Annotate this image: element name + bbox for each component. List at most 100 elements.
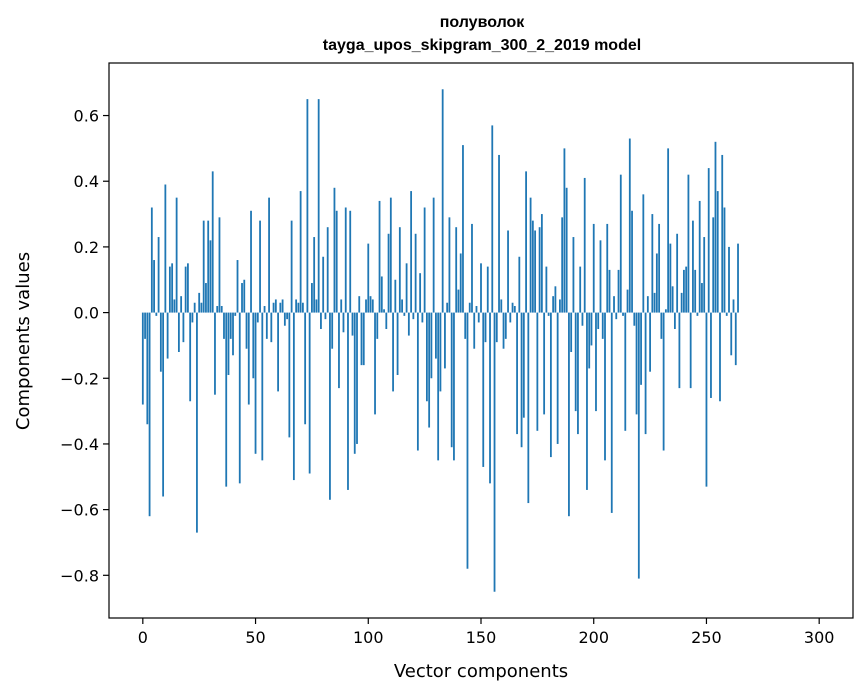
bar-component-224 bbox=[646, 296, 649, 313]
bar-component-72 bbox=[304, 312, 307, 425]
bar-component-250 bbox=[705, 312, 708, 487]
bar-component-168 bbox=[520, 312, 523, 448]
bar-component-148 bbox=[475, 306, 478, 313]
bar-component-264 bbox=[737, 243, 739, 313]
bar-component-57 bbox=[270, 312, 273, 343]
bar-component-97 bbox=[360, 312, 363, 366]
bar-component-169 bbox=[522, 312, 525, 418]
bar-component-44 bbox=[241, 283, 243, 313]
bar-component-246 bbox=[696, 312, 699, 316]
bar-component-243 bbox=[689, 312, 692, 389]
bar-component-69 bbox=[297, 302, 300, 313]
bar-component-147 bbox=[473, 312, 476, 349]
bar-component-219 bbox=[635, 312, 638, 415]
bar-component-78 bbox=[317, 99, 320, 313]
bar-component-62 bbox=[281, 299, 284, 313]
bar-component-208 bbox=[610, 312, 613, 513]
bar-component-70 bbox=[299, 191, 302, 313]
bar-component-91 bbox=[347, 312, 349, 490]
bar-component-3 bbox=[148, 312, 151, 517]
bar-component-173 bbox=[531, 220, 534, 313]
bar-component-7 bbox=[157, 237, 160, 313]
bar-component-174 bbox=[534, 230, 537, 313]
bar-component-43 bbox=[238, 312, 241, 484]
bar-component-132 bbox=[439, 312, 442, 392]
bar-component-233 bbox=[667, 148, 670, 313]
bar-component-129 bbox=[432, 197, 435, 313]
bar-component-176 bbox=[538, 227, 541, 313]
bar-component-119 bbox=[410, 191, 413, 313]
bar-component-64 bbox=[286, 312, 289, 320]
bar-component-113 bbox=[396, 312, 399, 375]
bar-component-8 bbox=[159, 312, 162, 372]
bar-component-80 bbox=[322, 256, 325, 313]
bar-component-185 bbox=[559, 299, 561, 313]
bar-component-158 bbox=[498, 154, 500, 313]
bar-component-90 bbox=[344, 207, 347, 313]
bar-component-42 bbox=[236, 260, 239, 313]
bar-component-195 bbox=[581, 312, 584, 326]
bar-component-33 bbox=[216, 306, 219, 313]
bar-component-225 bbox=[649, 312, 651, 372]
bar-component-218 bbox=[633, 312, 636, 326]
bar-component-87 bbox=[338, 312, 340, 389]
bar-component-217 bbox=[631, 210, 633, 313]
bar-component-75 bbox=[311, 283, 313, 313]
bar-component-248 bbox=[701, 283, 703, 313]
bar-component-150 bbox=[480, 263, 482, 313]
bar-component-154 bbox=[489, 312, 491, 484]
bar-component-31 bbox=[211, 171, 214, 313]
bar-component-161 bbox=[504, 312, 507, 339]
bar-component-201 bbox=[595, 312, 597, 412]
x-tick-label: 300 bbox=[804, 628, 835, 647]
bar-component-102 bbox=[371, 299, 374, 313]
chart-title-line-1: полуволок bbox=[440, 14, 526, 31]
bar-component-109 bbox=[387, 233, 390, 313]
bar-component-256 bbox=[719, 312, 721, 402]
bar-component-235 bbox=[671, 286, 674, 313]
bar-component-137 bbox=[450, 312, 453, 448]
y-axis-ticks: −0.8 −0.6 −0.4 −0.2 0.0 0.2 0.4 0.6 bbox=[60, 107, 109, 585]
bar-component-24 bbox=[196, 312, 198, 533]
x-tick-label: 250 bbox=[691, 628, 722, 647]
bar-component-166 bbox=[516, 312, 518, 435]
bar-component-120 bbox=[412, 312, 415, 320]
bar-component-48 bbox=[250, 210, 252, 313]
bar-component-104 bbox=[376, 312, 379, 339]
bar-component-249 bbox=[703, 237, 706, 313]
x-tick-label: 0 bbox=[138, 628, 148, 647]
bar-component-149 bbox=[477, 312, 480, 323]
bar-component-252 bbox=[710, 312, 712, 398]
bar-component-254 bbox=[714, 141, 717, 313]
bar-component-258 bbox=[723, 207, 726, 313]
bar-component-86 bbox=[335, 210, 338, 313]
bar-component-122 bbox=[416, 312, 419, 451]
bar-component-13 bbox=[171, 263, 174, 313]
bar-component-186 bbox=[561, 217, 564, 313]
bar-component-182 bbox=[552, 296, 555, 313]
bar-component-20 bbox=[187, 263, 189, 313]
bar-component-67 bbox=[292, 312, 295, 481]
bar-component-14 bbox=[173, 299, 176, 313]
bar-component-49 bbox=[252, 312, 255, 379]
bar-component-175 bbox=[536, 312, 539, 431]
bar-component-221 bbox=[640, 312, 642, 385]
bar-component-103 bbox=[374, 312, 376, 415]
bar-component-15 bbox=[175, 197, 178, 313]
bar-component-53 bbox=[261, 312, 264, 461]
bar-component-116 bbox=[403, 312, 406, 316]
bar-component-41 bbox=[234, 312, 237, 316]
bar-component-10 bbox=[164, 184, 167, 313]
bar-component-213 bbox=[622, 312, 624, 316]
bar-component-108 bbox=[385, 312, 388, 330]
y-tick-label: 0.4 bbox=[74, 172, 99, 191]
bar-component-232 bbox=[664, 309, 667, 313]
bar-component-2 bbox=[146, 312, 149, 425]
bar-component-227 bbox=[653, 292, 656, 313]
bar-component-35 bbox=[220, 306, 223, 313]
bar-component-59 bbox=[274, 299, 277, 313]
bar-component-188 bbox=[565, 187, 568, 313]
bar-component-223 bbox=[644, 312, 647, 435]
